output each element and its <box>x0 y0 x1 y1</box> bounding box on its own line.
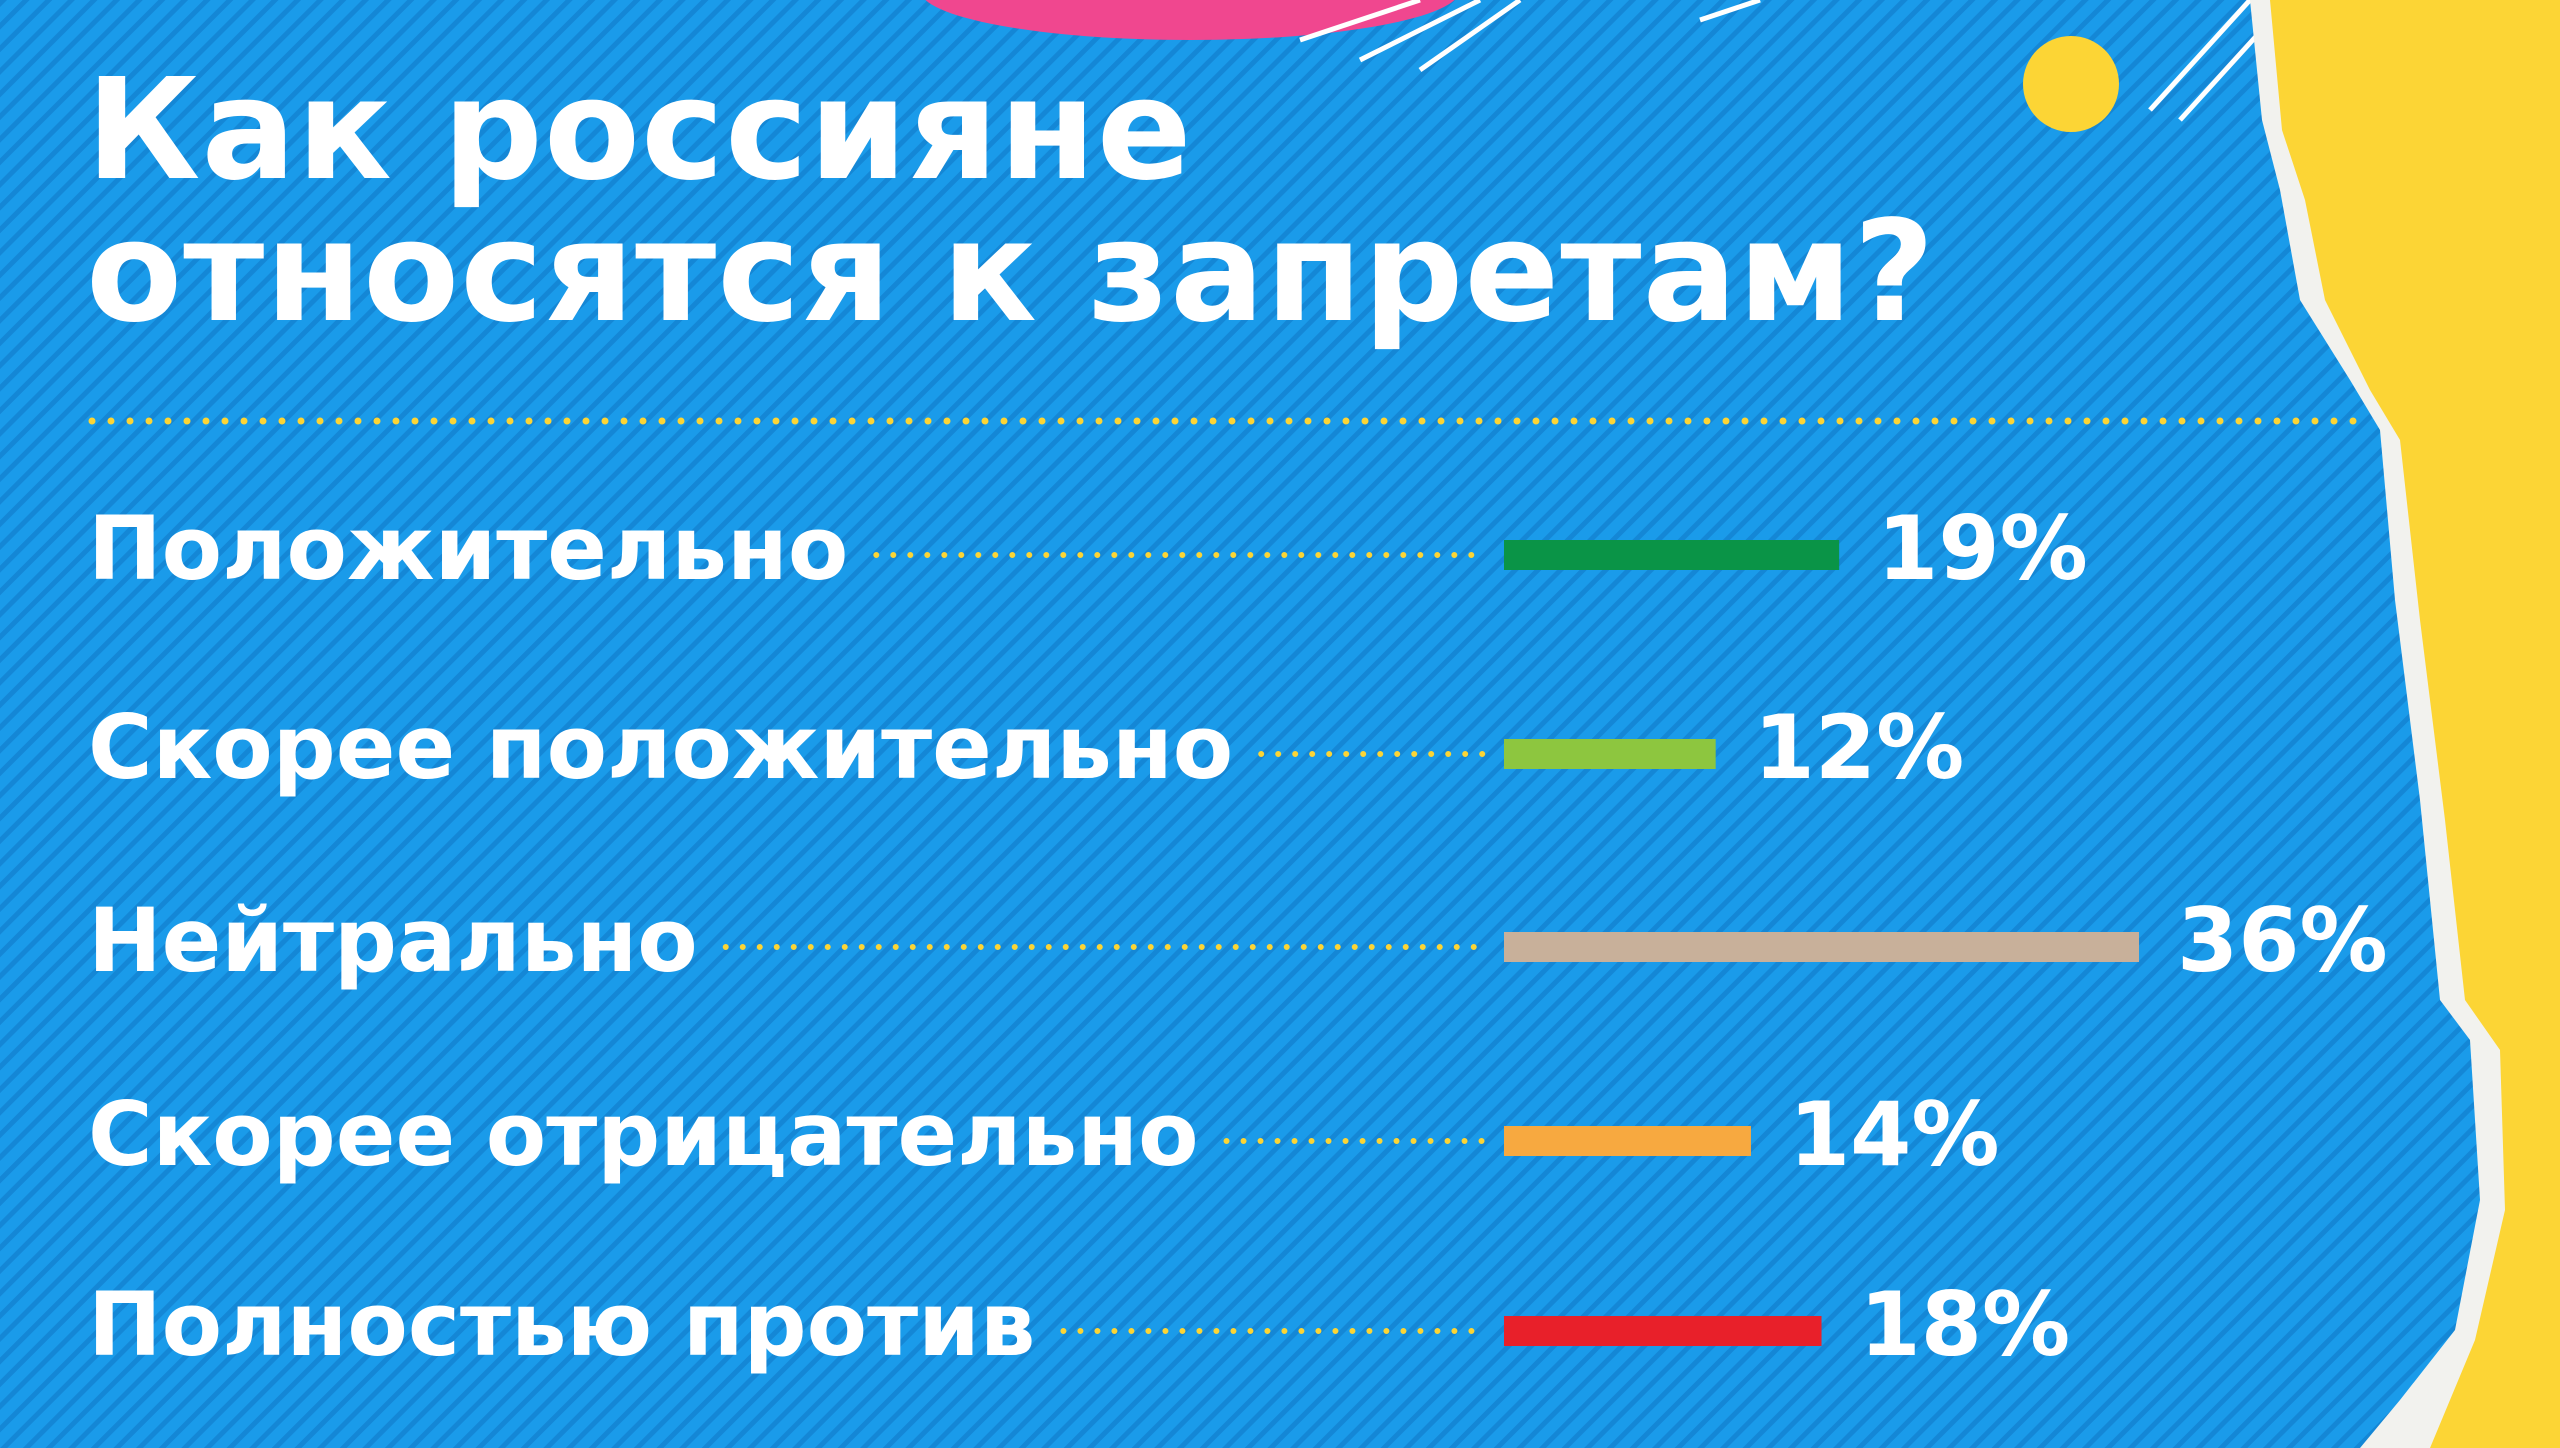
category-label: Скорее положительно <box>88 696 1233 799</box>
bar <box>1504 739 1716 769</box>
value-label: 14% <box>1789 1083 2000 1186</box>
chart-title: Как россияне относятся к запретам? <box>86 49 1936 354</box>
bar <box>1504 1126 1751 1156</box>
category-label: Полностью против <box>88 1273 1035 1376</box>
yellow-dot <box>2023 36 2119 132</box>
value-label: 36% <box>2177 889 2388 992</box>
category-label: Положительно <box>88 497 848 600</box>
value-label: 18% <box>1860 1273 2071 1376</box>
yellow-shape <box>2270 0 2560 1448</box>
scribbles <box>1299 0 2282 122</box>
category-label: Нейтрально <box>88 889 698 992</box>
value-label: 19% <box>1877 497 2088 600</box>
bar <box>1504 540 1840 570</box>
value-label: 12% <box>1754 696 1965 799</box>
category-label: Скорее отрицательно <box>88 1083 1199 1186</box>
bar <box>1504 1316 1822 1346</box>
bar <box>1504 932 2140 962</box>
